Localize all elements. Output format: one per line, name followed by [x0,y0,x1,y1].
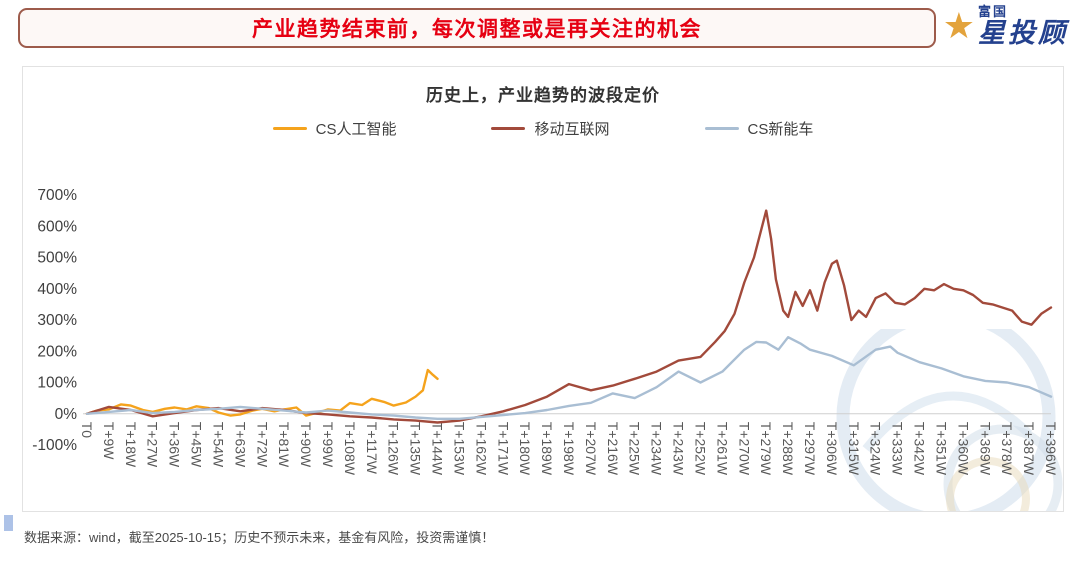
x-tick-label: T+315W [846,422,862,476]
x-tick-label: T+45W [189,422,205,468]
x-tick-label: T+342W [912,422,928,476]
x-tick-label: T+153W [451,422,467,476]
y-tick-label: 500% [37,250,77,267]
x-tick-label: T+225W [627,422,643,476]
x-tick-label: T0 [79,422,95,439]
corner-decoration [4,515,13,531]
legend-item-cs-ai: CS人工智能 [272,118,397,139]
x-tick-label: T+144W [430,422,446,476]
x-tick-label: T+207W [583,422,599,476]
legend-label-mobile-internet: 移动互联网 [534,121,610,138]
brand-logo: ★ 富国 星投顾 [943,5,1068,47]
x-tick-label: T+288W [780,422,796,476]
series-line-1 [85,209,1053,424]
legend-label-cs-nev: CS新能车 [747,121,814,138]
x-tick-label: T+189W [539,422,555,476]
x-tick-label: T+126W [386,422,402,476]
x-tick-label: T+171W [495,422,511,476]
y-tick-label: 300% [37,312,77,329]
brand-text: 富国 星投顾 [978,5,1068,47]
x-tick-label: T+333W [890,422,906,476]
x-tick-label: T+369W [977,422,993,476]
x-tick-label: T+387W [1021,422,1037,476]
x-tick-label: T+216W [605,422,621,476]
x-axis-labels: T0 T+9W T+18W T+27W T+36W T+45W T+54W T+63W T+72… [79,422,1059,476]
y-tick-label: 600% [37,218,77,235]
chart-card: 历史上，产业趋势的波段定价 CS人工智能 移动互联网 CS新能车 700% 600… [22,66,1064,512]
legend-item-cs-nev: CS新能车 [704,118,814,139]
legend-marker-cs-nev [704,126,739,131]
x-tick-label: T+18W [123,422,139,468]
x-tick-label: T+72W [254,422,270,468]
x-tick-label: T+243W [671,422,687,476]
x-tick-label: T+54W [210,422,226,468]
x-tick-label: T+396W [1043,422,1059,476]
y-axis-labels: 700% 600% 500% 400% 300% 200% 100% 0% -100% [32,187,77,454]
series-line-2 [85,336,1053,420]
x-tick-label: T+36W [167,422,183,468]
legend-marker-cs-ai [272,126,307,131]
brand-name-main: 星投顾 [978,17,1068,48]
x-tick-label: T+252W [692,422,708,476]
series-lines [85,209,1053,424]
x-tick-label: T+234W [649,422,665,476]
x-tick-label: T+378W [999,422,1015,476]
chart-title: 历史上，产业趋势的波段定价 [426,86,660,105]
x-tick-label: T+27W [145,422,161,468]
x-tick-label: T+180W [517,422,533,476]
x-tick-label: T+324W [868,422,884,476]
x-tick-label: T+9W [101,422,117,461]
legend-marker-mobile-internet [491,126,526,131]
title-banner: 产业趋势结束前，每次调整或是再关注的机会 [18,8,936,48]
y-tick-label: 100% [37,375,77,392]
x-tick-label: T+351W [933,422,949,476]
y-tick-label: -100% [32,437,77,454]
x-tick-label: T+360W [955,422,971,476]
series-line-0 [85,368,439,417]
legend-item-mobile-internet: 移动互联网 [491,118,610,139]
x-tick-label: T+63W [232,422,248,468]
x-tick-label: T+297W [802,422,818,476]
x-tick-label: T+162W [473,422,489,476]
x-tick-label: T+198W [561,422,577,476]
x-tick-label: T+135W [408,422,424,476]
x-tick-label: T+306W [824,422,840,476]
x-tick-label: T+279W [758,422,774,476]
x-tick-label: T+108W [342,422,358,476]
x-tick-label: T+99W [320,422,336,468]
star-icon: ★ [942,4,975,46]
source-note: 数据来源：wind，截至2025-10-15；历史不预示未来，基金有风险，投资需… [24,530,495,545]
page-title: 产业趋势结束前，每次调整或是再关注的机会 [252,18,702,41]
x-tick-label: T+117W [364,422,380,475]
legend-label-cs-ai: CS人工智能 [315,121,397,138]
y-tick-label: 700% [37,187,77,204]
y-tick-label: 0% [55,406,78,423]
y-tick-label: 200% [37,343,77,360]
x-tick-label: T+81W [276,422,292,468]
brand-name-top: 富国 [978,4,1009,19]
x-tick-label: T+270W [736,422,752,476]
y-tick-label: 400% [37,281,77,298]
chart-legend: CS人工智能 移动互联网 CS新能车 [23,118,1063,139]
x-tick-label: T+90W [298,422,314,468]
x-tick-label: T+261W [714,422,730,476]
line-chart: 700% 600% 500% 400% 300% 200% 100% 0% -100%T0 T+9… [32,187,1059,476]
